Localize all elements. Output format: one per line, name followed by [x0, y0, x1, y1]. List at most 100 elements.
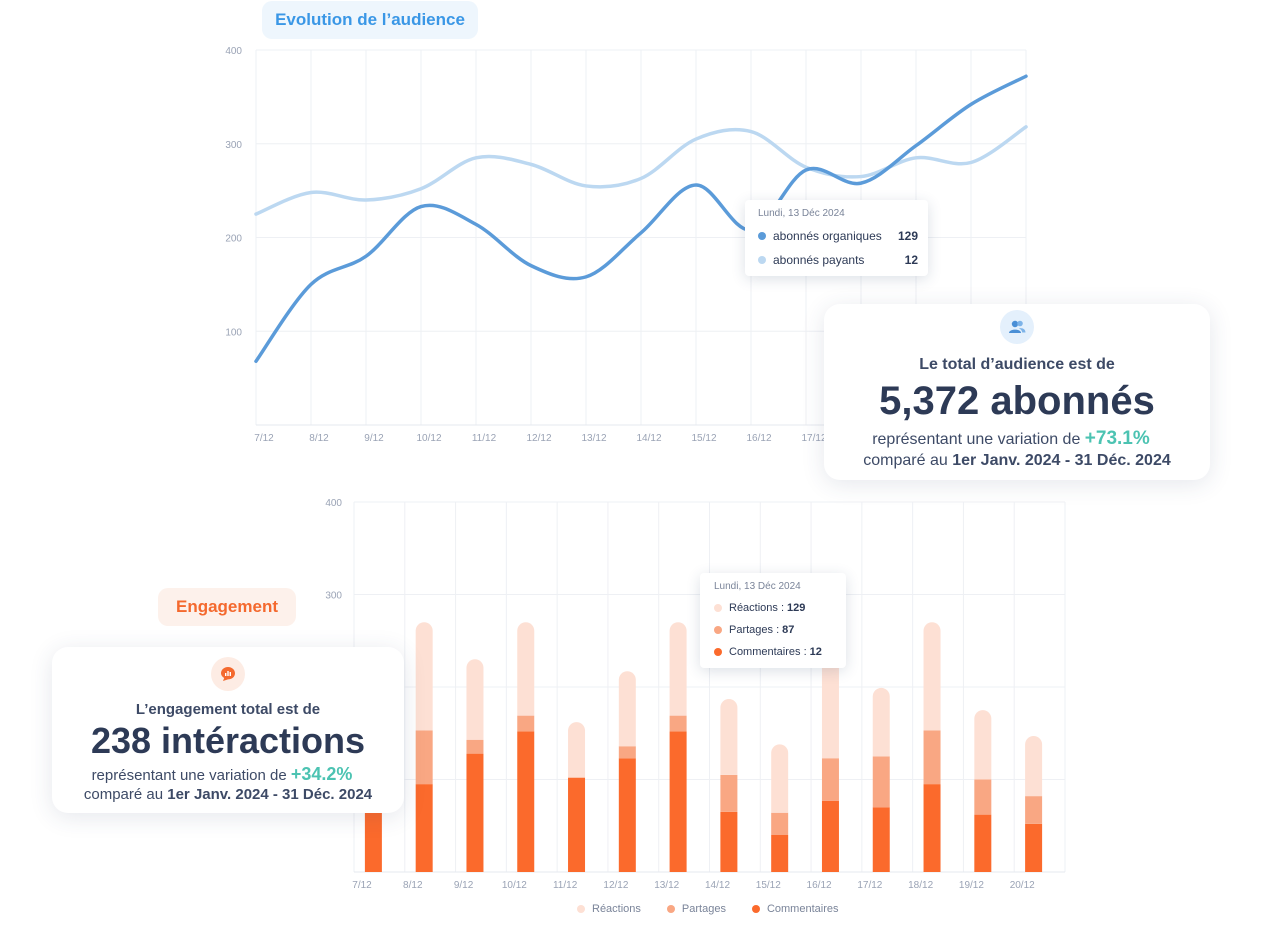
users-icon — [1000, 310, 1034, 344]
x-tick-label: 18/12 — [908, 880, 933, 891]
tooltip-label: abonnés payants — [773, 253, 865, 267]
bar-segment-reactions[interactable] — [415, 622, 433, 731]
bar-segment-shares[interactable] — [1025, 796, 1043, 824]
x-tick-label: 10/12 — [416, 433, 441, 444]
tooltip-value: 12 — [904, 253, 918, 267]
x-tick-label: 20/12 — [1010, 880, 1035, 891]
bar-segment-reactions[interactable] — [923, 622, 941, 731]
bar-segment-reactions[interactable] — [872, 687, 890, 757]
bar-segment-comments[interactable] — [466, 753, 484, 872]
x-tick-label: 17/12 — [801, 433, 826, 444]
y-tick-label: 300 — [325, 591, 342, 602]
bar-segment-comments[interactable] — [771, 835, 789, 872]
bar-segment-comments[interactable] — [821, 800, 839, 872]
bar-segment-shares[interactable] — [974, 779, 992, 815]
bar-segment-shares[interactable] — [669, 715, 687, 732]
bar-segment-shares[interactable] — [720, 774, 738, 812]
variation-prefix: représentant une variation de — [91, 767, 291, 784]
x-tick-label: 16/12 — [807, 880, 832, 891]
bar-segment-shares[interactable] — [466, 739, 484, 754]
bar-segment-comments[interactable] — [618, 758, 636, 872]
tooltip-row-paid: abonnés payants 12 — [758, 253, 918, 267]
legend-label: Commentaires — [766, 903, 839, 915]
bar-segment-shares[interactable] — [618, 746, 636, 759]
tooltip-row-organic: abonnés organiques 129 — [758, 229, 918, 243]
bar-segment-reactions[interactable] — [974, 710, 992, 780]
bar-segment-comments[interactable] — [669, 731, 687, 872]
bar-segment-comments[interactable] — [517, 731, 535, 872]
y-tick-label: 400 — [225, 46, 242, 57]
y-tick-label: 200 — [225, 234, 242, 245]
x-tick-label: 12/12 — [526, 433, 551, 444]
period-prefix: comparé au — [863, 452, 953, 469]
engagement-tooltip: Lundi, 13 Déc 2024 Réactions : 129 Parta… — [700, 573, 846, 668]
x-tick-label: 16/12 — [746, 433, 771, 444]
legend-item-reactions[interactable]: Réactions — [577, 903, 641, 915]
engagement-summary-period: comparé au 1er Janv. 2024 - 31 Déc. 2024 — [52, 786, 404, 803]
bar-segment-comments[interactable] — [1025, 823, 1043, 872]
tooltip-value: 129 — [897, 229, 918, 243]
x-tick-label: 8/12 — [403, 880, 423, 891]
x-tick-label: 11/12 — [553, 880, 578, 891]
x-tick-label: 9/12 — [454, 880, 474, 891]
bar-segment-reactions[interactable] — [1025, 736, 1043, 797]
bar-segment-reactions[interactable] — [568, 722, 586, 778]
x-tick-label: 14/12 — [705, 880, 730, 891]
bar-segment-reactions[interactable] — [669, 622, 687, 716]
variation-value: +34.2% — [290, 764, 353, 784]
comments-dot — [714, 648, 722, 656]
bar-segment-reactions[interactable] — [466, 659, 484, 740]
x-tick-label: 9/12 — [364, 433, 384, 444]
y-tick-label: 300 — [225, 140, 242, 151]
tooltip-value: 12 — [809, 646, 822, 658]
period-range: 1er Janv. 2024 - 31 Déc. 2024 — [952, 452, 1171, 469]
x-tick-label: 8/12 — [309, 433, 329, 444]
series-line-paid — [254, 125, 1028, 216]
legend-item-comments[interactable]: Commentaires — [751, 903, 839, 915]
engagement-summary-total: 238 intéractions — [90, 720, 366, 761]
y-tick-label: 100 — [225, 327, 242, 338]
bar-segment-shares[interactable] — [415, 730, 433, 785]
bar-segment-shares[interactable] — [771, 812, 789, 835]
paid-dot — [758, 256, 766, 264]
tooltip-value: 87 — [782, 624, 795, 636]
audience-title: Evolution de l’audience — [262, 1, 478, 39]
audience-summary-period: comparé au 1er Janv. 2024 - 31 Déc. 2024 — [824, 452, 1210, 470]
bar-segment-comments[interactable] — [720, 811, 738, 872]
audience-summary-variation: représentant une variation de +73.1% — [812, 428, 1210, 450]
bar-segment-comments[interactable] — [872, 807, 890, 872]
tooltip-row-comments: Commentaires : 12 — [714, 646, 834, 658]
tooltip-label: Commentaires : — [729, 646, 807, 658]
comments-dot — [751, 905, 760, 913]
tooltip-label: abonnés organiques — [773, 229, 882, 243]
bar-segment-reactions[interactable] — [771, 744, 789, 813]
bar-segment-reactions[interactable] — [517, 622, 535, 716]
reactions-dot — [577, 905, 585, 913]
tooltip-value: 129 — [787, 602, 806, 614]
tooltip-row-reactions: Réactions : 129 — [714, 602, 834, 614]
x-tick-label: 11/12 — [472, 433, 497, 444]
x-tick-label: 13/12 — [581, 433, 606, 444]
x-tick-label: 13/12 — [654, 880, 679, 891]
bar-segment-reactions[interactable] — [720, 699, 738, 775]
bar-segment-reactions[interactable] — [618, 671, 636, 747]
bar-segment-reactions[interactable] — [821, 648, 839, 759]
shares-dot — [666, 905, 675, 913]
x-tick-label: 12/12 — [603, 880, 628, 891]
bar-segment-shares[interactable] — [923, 730, 941, 785]
bar-segment-shares[interactable] — [872, 756, 890, 808]
bar-segment-shares[interactable] — [821, 758, 839, 801]
bar-segment-comments[interactable] — [364, 798, 382, 872]
bar-segment-comments[interactable] — [568, 777, 586, 872]
legend-item-shares[interactable]: Partages — [666, 903, 726, 915]
audience-tooltip: Lundi, 13 Déc 2024 abonnés organiques 12… — [745, 200, 928, 276]
reactions-dot — [714, 604, 722, 612]
bar-segment-comments[interactable] — [923, 784, 941, 872]
series-line-organic — [254, 74, 1028, 363]
shares-dot — [714, 626, 722, 634]
bar-segment-comments[interactable] — [415, 784, 433, 872]
bar-segment-comments[interactable] — [974, 814, 992, 872]
bar-segment-shares[interactable] — [517, 715, 535, 732]
tooltip-row-shares: Partages : 87 — [714, 624, 834, 636]
